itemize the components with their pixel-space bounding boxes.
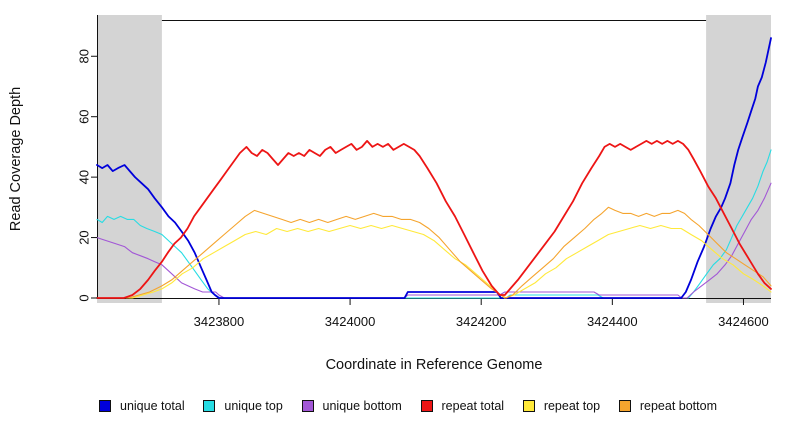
series-line-unique-bottom [96, 182, 772, 299]
series-line-repeat-bottom [96, 206, 772, 299]
legend-swatch-icon [618, 400, 631, 412]
shaded-region [706, 15, 771, 303]
y-tick-label: 60 [77, 109, 92, 123]
legend-label: repeat bottom [639, 399, 717, 413]
x-axis-label: Coordinate in Reference Genome [326, 357, 543, 373]
x-tick-label: 3424400 [587, 314, 638, 329]
legend-label: repeat total [441, 399, 505, 413]
x-tick-label: 3424000 [325, 314, 376, 329]
legend-item-repeat-top: repeat top [522, 399, 601, 413]
shaded-regions [97, 15, 771, 303]
legend-item-unique-top: unique top [203, 399, 283, 413]
y-tick-label: 20 [77, 230, 92, 244]
legend-swatch-icon [99, 400, 111, 412]
series-line-repeat-total [96, 139, 772, 299]
series-curves [96, 37, 772, 299]
series-line-unique-total [96, 37, 772, 299]
series-line-unique-top [96, 149, 772, 299]
axes [97, 15, 771, 299]
legend-label: unique top [224, 399, 283, 413]
legend-swatch-icon [301, 400, 314, 412]
legend-swatch-icon [203, 400, 216, 412]
legend-label: repeat top [543, 399, 601, 413]
axis-ticks: 3423800 3424000 3424200 3424400 3424600 0 20 40… [77, 49, 769, 329]
x-tick-label: 3424600 [718, 314, 769, 329]
shaded-region [97, 15, 162, 303]
y-tick-label: 0 [77, 294, 92, 301]
y-tick-label: 40 [77, 170, 92, 184]
legend: unique total unique top unique bottom repea… [99, 396, 717, 416]
x-tick-label: 3424200 [456, 314, 507, 329]
legend-item-repeat-bottom: repeat bottom [618, 399, 717, 413]
y-axis-label: Read Coverage Depth [8, 87, 24, 231]
x-tick-label: 3423800 [194, 314, 245, 329]
legend-item-unique-total: unique total [99, 399, 185, 413]
legend-swatch-icon [522, 400, 535, 412]
legend-item-repeat-total: repeat total [420, 399, 505, 413]
legend-swatch-icon [420, 400, 433, 412]
legend-label: unique bottom [322, 399, 402, 413]
legend-item-unique-bottom: unique bottom [301, 399, 402, 413]
legend-label: unique total [120, 399, 185, 413]
series-line-repeat-top [96, 224, 772, 299]
y-tick-label: 80 [77, 49, 92, 63]
